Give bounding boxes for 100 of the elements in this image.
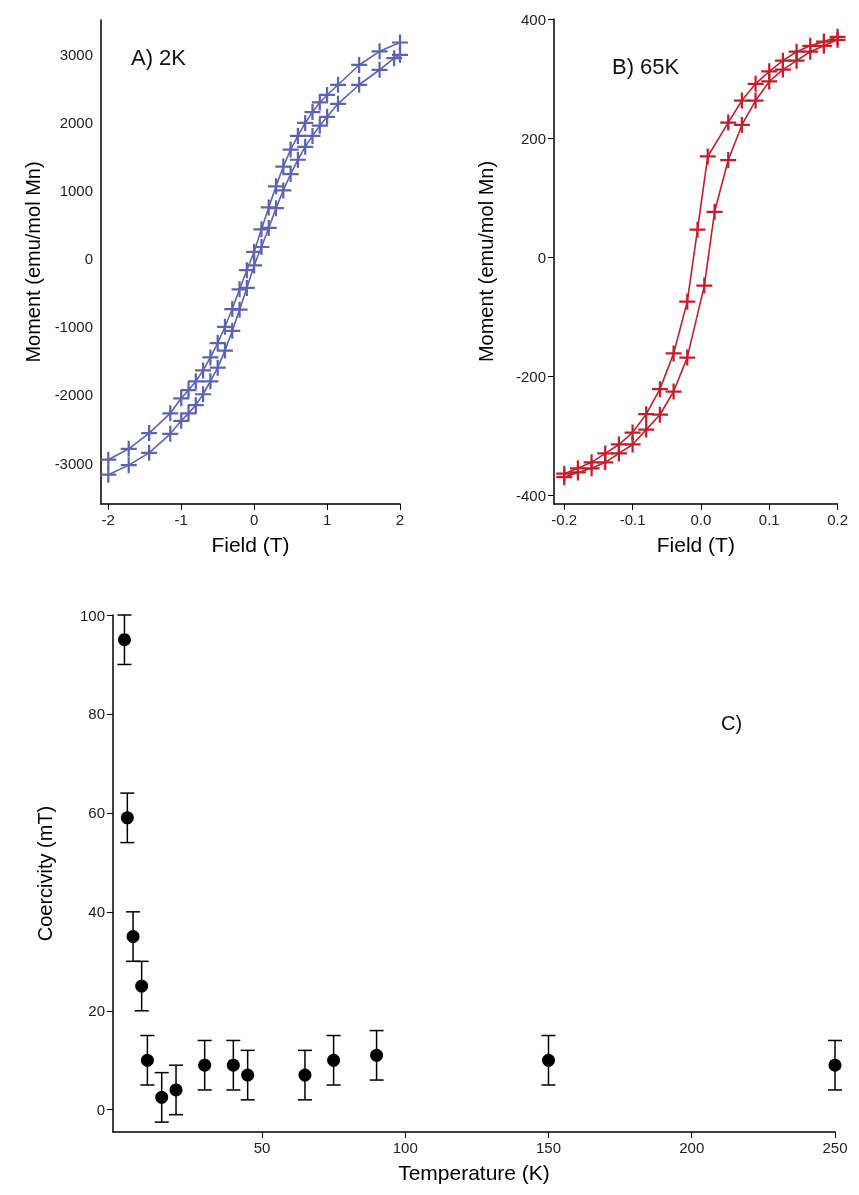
point [733,116,750,133]
y-tick-label: -1000 [54,318,93,336]
x-tick-label: -1 [174,511,188,528]
point [268,200,285,217]
y-tick-label: 200 [520,129,546,147]
point [141,444,158,461]
point [187,397,204,414]
x-tick-label: -0.2 [551,511,578,528]
x-tick-label: 150 [535,1139,562,1156]
point [597,454,614,471]
point [556,469,573,486]
x-tick-label: 0.0 [690,511,712,528]
point [141,425,158,442]
point [120,440,137,457]
point [370,1048,384,1062]
point [392,46,408,63]
x-tick-label: -0.1 [619,511,646,528]
point [624,436,641,453]
point [319,86,336,103]
point [117,633,131,647]
point [802,43,819,60]
x-tick-label: 2 [395,511,405,528]
point [297,114,314,131]
point [665,345,682,362]
point [275,182,292,199]
point [120,811,134,825]
point [126,930,140,944]
point [689,221,706,238]
point [238,279,255,296]
y-tick-label: 0 [84,250,93,268]
y-axis-title: Moment (emu/mol Mn) [22,161,44,363]
point [610,445,627,462]
y-tick-label: 20 [88,1002,105,1020]
point [696,277,713,294]
point [224,322,241,339]
y-tick-label: -200 [515,367,546,385]
point [815,37,832,54]
point [351,56,368,73]
point [155,1090,169,1104]
point [774,61,791,78]
point [100,466,117,483]
point [162,405,179,422]
point [226,1058,240,1072]
x-tick-label: 0 [249,511,259,528]
point [651,406,668,423]
point [120,457,137,474]
point [297,138,314,155]
point [198,1058,212,1072]
point [720,114,737,131]
point [135,979,149,993]
x-tick-label: 0.1 [758,511,780,528]
point [330,95,347,112]
point [216,342,233,359]
y-tick-label: 60 [88,804,105,822]
point [371,61,388,78]
point [241,1068,255,1082]
y-axis-title: Coercivity (mT) [34,805,56,942]
x-tick-label: 200 [679,1139,705,1156]
point [169,1083,183,1097]
point [706,203,723,220]
point [747,92,764,109]
y-tick-label: 100 [79,606,105,624]
point [180,382,197,399]
x-tick-label: 250 [822,1139,848,1156]
point [180,405,197,422]
point [231,301,248,318]
y-tick-label: -3000 [54,454,93,472]
point [202,349,219,366]
x-axis-title: Temperature (K) [398,1161,550,1184]
point [289,151,306,168]
point [246,257,263,274]
point [747,75,764,92]
point [311,117,328,134]
point [209,359,226,376]
point [195,362,212,379]
point [304,127,321,144]
point [788,52,805,69]
point [665,383,682,400]
text: B) 65K [612,53,680,79]
y-axis-title: Moment (emu/mol Mn) [475,160,497,363]
point [542,1053,555,1067]
point [761,73,778,90]
y-tick-label: -2000 [54,386,93,404]
y-tick-label: 0 [96,1101,105,1119]
point [298,1068,312,1082]
y-tick-label: 3000 [59,45,93,63]
point [319,108,336,125]
point [699,148,716,165]
point [733,92,750,109]
y-tick-label: 40 [88,903,105,921]
point [260,219,277,236]
y-tick-label: 80 [88,705,105,723]
y-tick-label: -400 [515,486,546,504]
point [282,166,299,183]
point [569,464,586,481]
point [162,425,179,442]
point [330,76,347,93]
point [327,1053,341,1067]
point [638,421,655,438]
x-tick-label: 1 [322,511,332,528]
